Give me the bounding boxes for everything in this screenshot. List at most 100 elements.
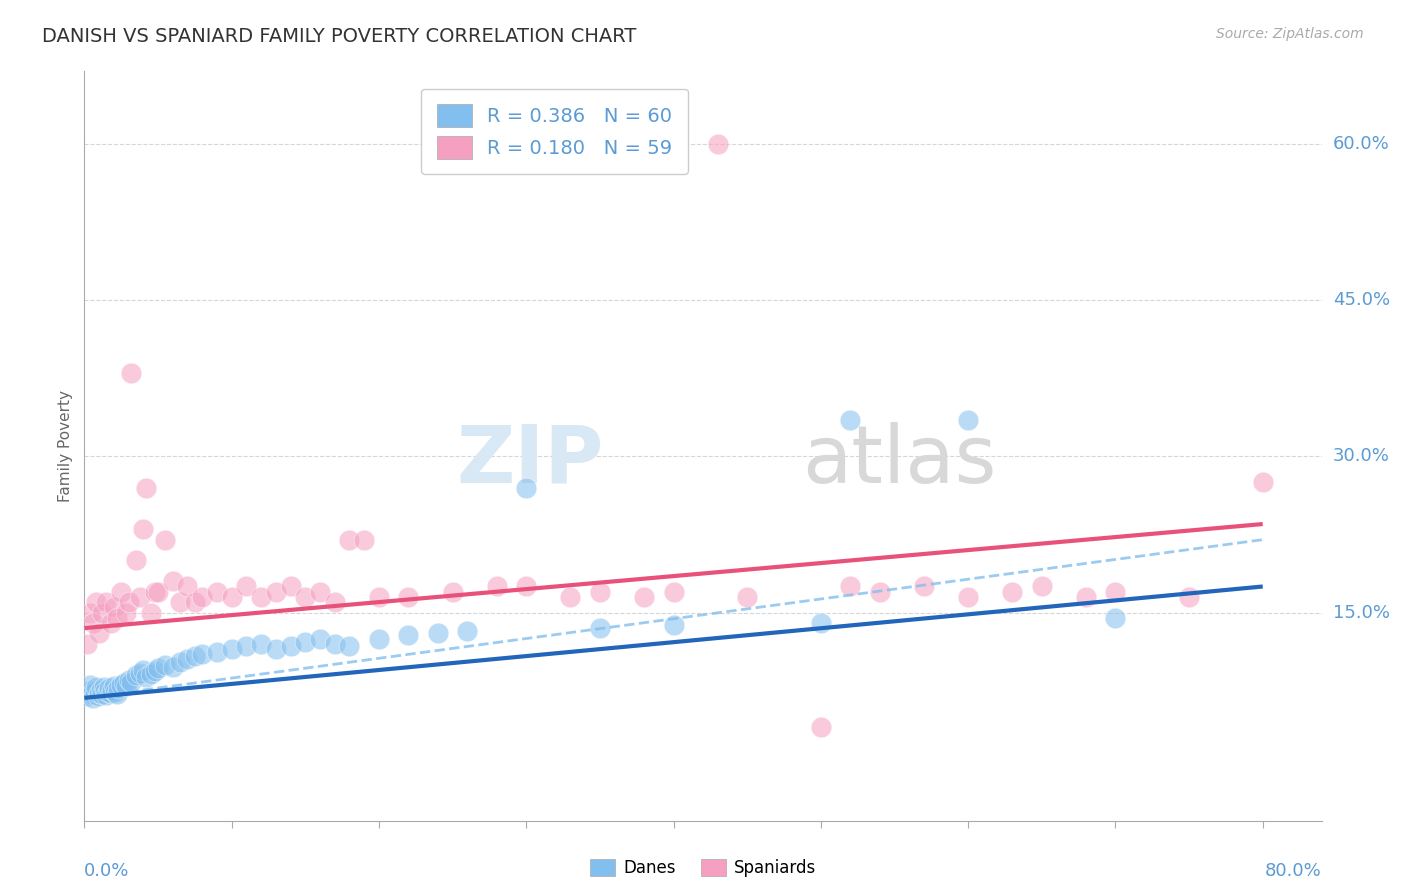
Point [1074,590,1097,604]
Point [103,600,125,615]
Point [91,687,114,701]
Text: 0.0%: 0.0% [84,863,129,880]
Point [139,667,162,681]
Point [280,639,302,653]
Point [323,637,346,651]
Text: Source: ZipAtlas.com: Source: ZipAtlas.com [1216,27,1364,41]
Point [485,580,508,594]
Point [103,680,125,694]
Point [87,626,110,640]
Point [368,590,391,604]
Point [176,580,198,594]
Point [353,533,375,547]
Point [1178,590,1201,604]
Y-axis label: Family Poverty: Family Poverty [58,390,73,502]
Point [250,637,273,651]
Point [162,574,184,589]
Point [135,670,157,684]
Point [735,590,758,604]
Point [957,590,980,604]
Point [169,656,191,670]
Point [235,580,257,594]
Text: atlas: atlas [801,422,997,500]
Point [82,690,104,705]
Point [169,595,191,609]
Point [96,688,118,702]
Point [184,649,207,664]
Point [515,580,537,594]
Point [110,678,132,692]
Point [264,584,287,599]
Point [280,580,302,594]
Point [76,637,98,651]
Point [125,553,148,567]
Point [1104,611,1126,625]
Point [97,684,120,698]
Point [104,684,127,698]
Point [184,595,207,609]
Text: 15.0%: 15.0% [1333,604,1389,622]
Point [143,664,166,678]
Point [135,481,157,495]
Point [129,665,152,680]
Point [139,606,162,620]
Point [114,680,136,694]
Point [205,584,228,599]
Point [117,673,139,688]
Point [112,676,135,690]
Point [396,590,419,604]
Legend: Danes, Spaniards: Danes, Spaniards [583,852,823,884]
Point [662,584,685,599]
Point [87,686,110,700]
Point [309,632,332,646]
Point [155,657,177,672]
Point [117,595,139,609]
Point [294,590,316,604]
Point [839,580,862,594]
Text: 80.0%: 80.0% [1265,863,1322,880]
Point [191,590,214,604]
Point [589,584,612,599]
Point [96,595,118,609]
Point [839,413,862,427]
Point [810,720,832,734]
Point [264,642,287,657]
Point [309,584,332,599]
Point [80,687,103,701]
Point [100,686,122,700]
Point [91,606,114,620]
Point [339,639,361,653]
Point [912,580,935,594]
Point [105,687,128,701]
Point [84,681,107,695]
Point [250,590,273,604]
Point [957,413,980,427]
Point [121,366,143,380]
Point [205,645,228,659]
Point [90,682,112,697]
Point [107,681,129,696]
Point [84,595,107,609]
Point [82,615,104,630]
Point [129,590,152,604]
Point [810,615,832,630]
Point [94,683,117,698]
Point [105,611,128,625]
Point [441,584,464,599]
Legend: R = 0.386   N = 60, R = 0.180   N = 59: R = 0.386 N = 60, R = 0.180 N = 59 [422,88,688,174]
Point [114,606,136,620]
Point [1031,580,1053,594]
Point [426,626,449,640]
Point [132,522,155,536]
Point [191,647,214,661]
Text: 30.0%: 30.0% [1333,448,1389,466]
Point [1251,475,1274,490]
Point [396,628,419,642]
Text: ZIP: ZIP [457,422,605,500]
Point [146,584,169,599]
Point [98,681,121,696]
Point [560,590,582,604]
Point [162,659,184,673]
Point [146,660,169,675]
Point [76,689,98,703]
